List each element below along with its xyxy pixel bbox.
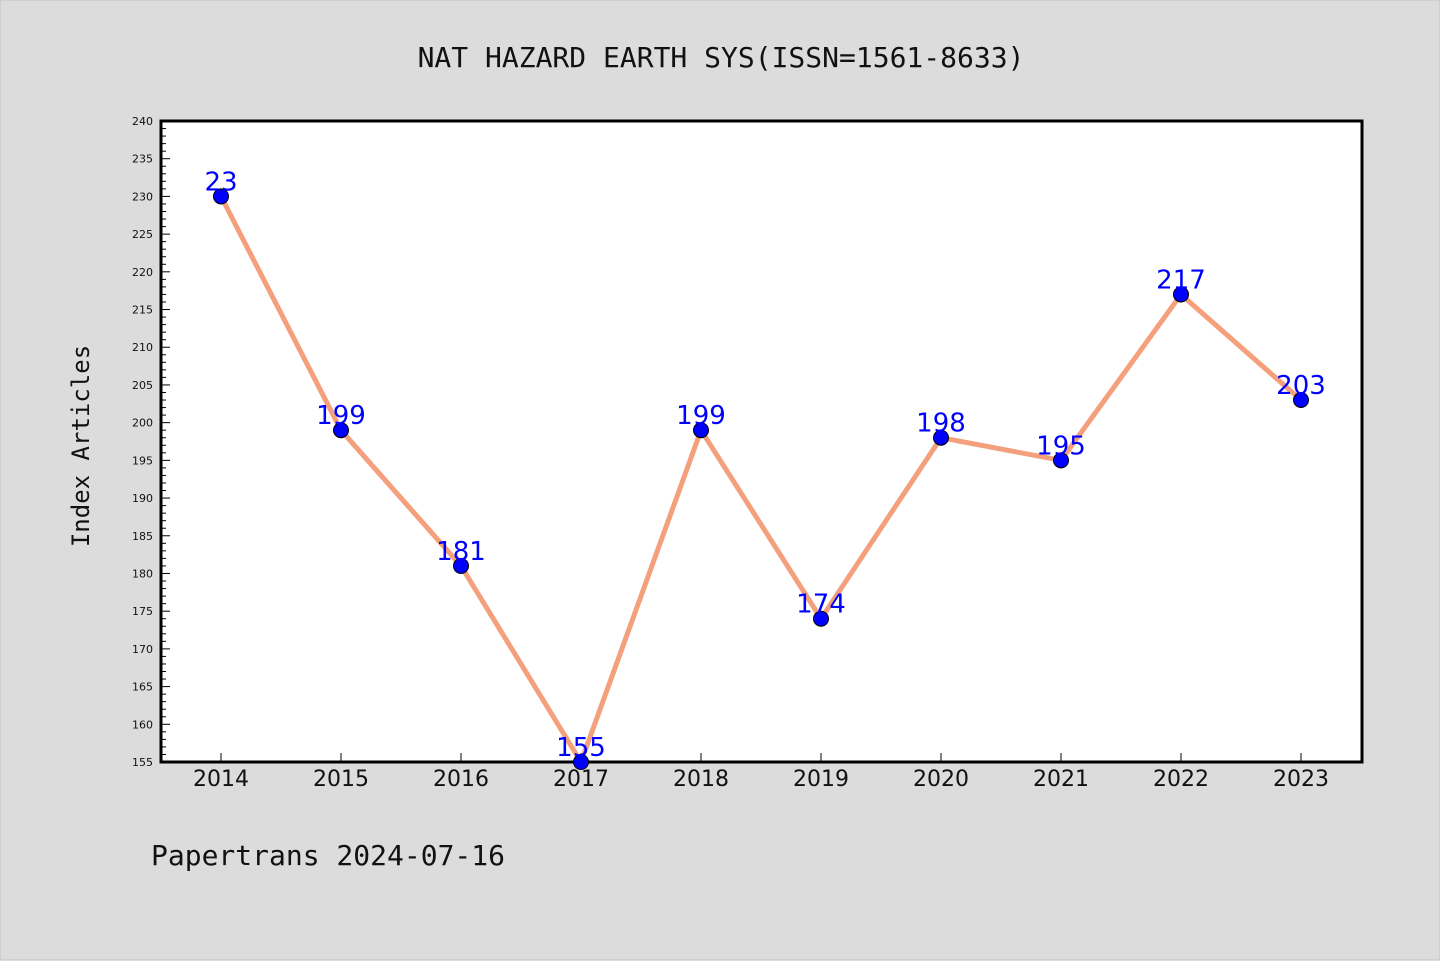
data-point: [333, 422, 349, 439]
y-tick-label: 210: [132, 341, 153, 354]
y-tick-label: 225: [132, 228, 153, 241]
x-tick-label: 2022: [1153, 767, 1209, 792]
x-tick-label: 2023: [1273, 767, 1329, 792]
y-tick-label: 175: [132, 605, 153, 618]
y-tick-label: 205: [132, 379, 153, 392]
y-tick-label: 195: [132, 454, 153, 467]
x-tick-label: 2016: [433, 767, 489, 792]
y-tick-label: 170: [132, 643, 153, 656]
data-label: 198: [916, 409, 966, 439]
data-point: [453, 557, 469, 574]
data-label: 155: [556, 733, 606, 763]
data-point: [693, 422, 709, 439]
y-tick-label: 165: [132, 681, 153, 694]
footer-credit: Papertrans 2024-07-16: [151, 839, 505, 872]
x-tick-label: 2017: [553, 767, 609, 792]
x-tick-label: 2014: [193, 767, 249, 792]
y-tick-label: 220: [132, 266, 153, 279]
x-tick-label: 2021: [1033, 767, 1089, 792]
series-line: [218, 193, 1304, 765]
data-label: 23: [204, 167, 237, 197]
x-tick-label: 2019: [793, 767, 849, 792]
y-tick-label: 190: [132, 492, 153, 505]
y-axis-label: Index Articles: [67, 345, 95, 547]
data-point: [1053, 452, 1069, 469]
y-tick-label: 200: [132, 417, 153, 430]
x-tick-label: 2018: [673, 767, 729, 792]
y-tick-label: 240: [132, 115, 153, 128]
chart-title: NAT HAZARD EARTH SYS(ISSN=1561-8633): [418, 41, 1025, 74]
data-label: 199: [676, 401, 726, 431]
data-label: 217: [1156, 265, 1206, 295]
data-point: [933, 429, 949, 446]
y-tick-label: 235: [132, 153, 153, 166]
series-group: [213, 188, 1309, 770]
data-label: 199: [316, 401, 366, 431]
x-tick-label: 2020: [913, 767, 969, 792]
y-tick-label: 180: [132, 567, 153, 580]
data-labels-group: 23 199 181 155 199 174 198 195 217 203: [204, 167, 1325, 763]
plot-area: [159, 119, 1364, 764]
data-label: 203: [1276, 371, 1326, 401]
data-point: [213, 188, 229, 205]
y-tick-label: 185: [132, 530, 153, 543]
x-tick-label: 2015: [313, 767, 369, 792]
data-label: 174: [796, 590, 846, 620]
data-point: [573, 754, 589, 770]
data-point: [1173, 286, 1189, 303]
data-label: 181: [436, 537, 486, 567]
data-label: 195: [1036, 431, 1086, 461]
data-point: [813, 610, 829, 627]
y-tick-label: 160: [132, 718, 153, 731]
y-tick-label: 230: [132, 190, 153, 203]
y-tick-label: 215: [132, 304, 153, 317]
y-tick-label: 155: [132, 756, 153, 769]
data-point: [1293, 392, 1309, 409]
axis-ticks: 155 160 165 170 175 180 185 190 195 200 205 210 215 2…: [132, 115, 1329, 792]
